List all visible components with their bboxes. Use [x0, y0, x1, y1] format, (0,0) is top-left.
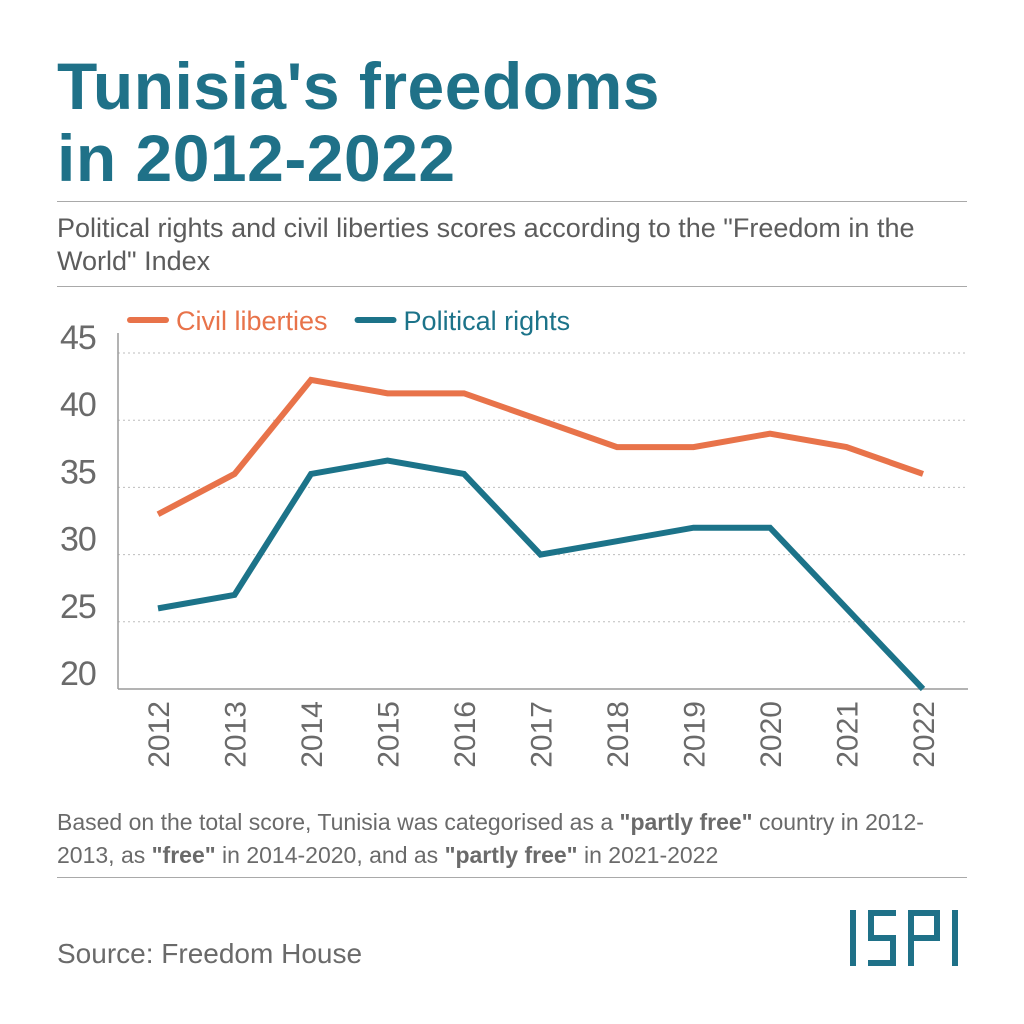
subtitle-divider [57, 286, 967, 287]
x-tick-2022: 2022 [908, 701, 941, 768]
note-bold-1: "partly free" [619, 809, 753, 835]
legend-label-political-rights: Political rights [404, 306, 571, 336]
x-tick-2020: 2020 [755, 701, 788, 768]
x-tick-2021: 2021 [832, 701, 865, 768]
y-tick-35: 35 [60, 453, 96, 491]
note-text-1: Based on the total score, Tunisia was ca… [57, 809, 620, 835]
legend-label-civil-liberties: Civil liberties [176, 306, 328, 336]
y-tick-45: 45 [60, 319, 96, 357]
y-tick-30: 30 [60, 521, 96, 559]
series-line-political-rights [157, 457, 926, 692]
x-tick-2018: 2018 [602, 701, 635, 768]
x-tick-2012: 2012 [143, 701, 176, 768]
ispi-logo [850, 910, 958, 966]
note-text-3: in 2014-2020, and as [215, 842, 445, 868]
title-line-1: Tunisia's freedoms [57, 49, 660, 123]
source-credit: Source: Freedom House [57, 938, 363, 969]
x-tick-2017: 2017 [526, 701, 559, 768]
note-bold-2: "free" [151, 842, 216, 868]
y-tick-40: 40 [60, 386, 96, 424]
title-line-2: in 2012-2022 [57, 121, 456, 195]
subtitle: Political rights and civil liberties sco… [57, 213, 915, 276]
title-divider [57, 201, 967, 202]
x-tick-2016: 2016 [449, 701, 482, 768]
note-text-2: country in 2012-2013, as [57, 809, 924, 868]
y-tick-20: 20 [60, 655, 96, 693]
y-axis-ticks: 20 25 30 35 40 45 [60, 319, 97, 693]
footer-divider [57, 877, 967, 878]
note-text-4: in 2021-2022 [577, 842, 719, 868]
grid-lines [117, 333, 968, 690]
x-tick-2014: 2014 [296, 701, 329, 768]
note-bold-3: "partly free" [444, 842, 578, 868]
page-title: Tunisia's freedoms in 2012-2022 [57, 50, 977, 194]
series-lines [156, 376, 926, 692]
series-line-civil-liberties [156, 376, 924, 517]
x-tick-2015: 2015 [373, 701, 406, 768]
y-tick-25: 25 [60, 588, 96, 626]
x-axis-ticks: 2012 2013 2014 2015 2016 2017 2018 2019 2020 2021… [143, 701, 941, 768]
legend: Civil liberties Political rights [127, 306, 571, 336]
x-tick-2013: 2013 [220, 701, 253, 768]
classification-note: Based on the total score, Tunisia was ca… [57, 806, 977, 872]
x-tick-2019: 2019 [679, 701, 712, 768]
